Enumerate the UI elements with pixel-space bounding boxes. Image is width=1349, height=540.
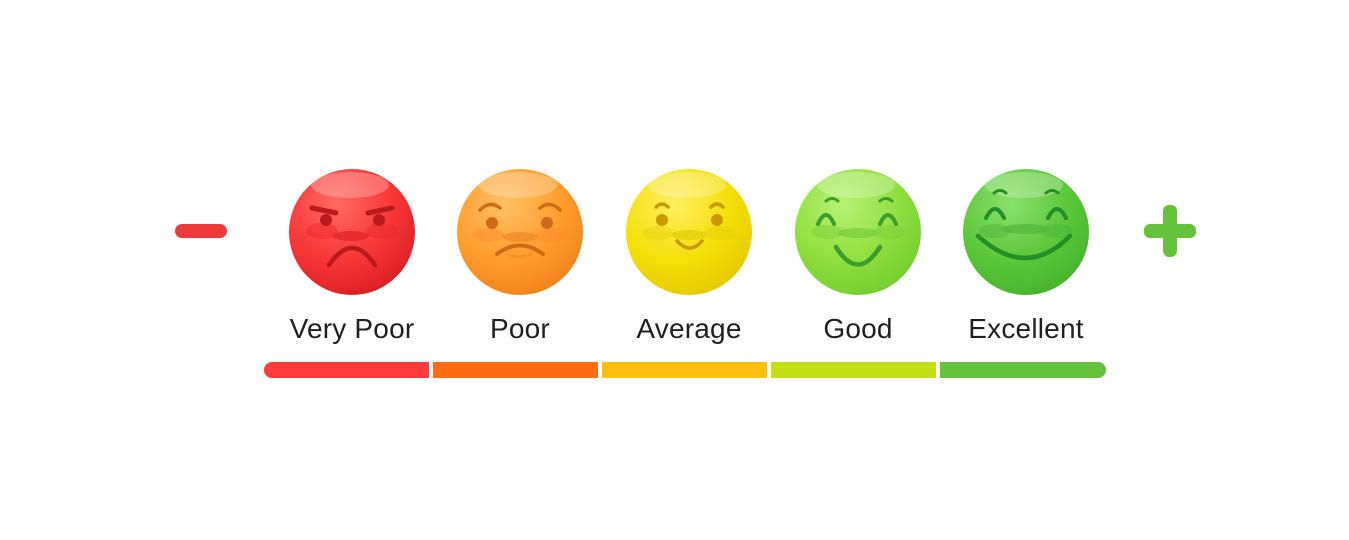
good-bar-segment (771, 362, 936, 378)
label-good: Good (823, 313, 893, 344)
very-poor-face-icon[interactable] (288, 168, 416, 296)
good-face-icon-art (795, 169, 921, 295)
poor-face-icon-art (457, 169, 583, 295)
plus-icon (1144, 205, 1196, 257)
poor-face-icon[interactable] (456, 168, 584, 296)
very-poor-bar-segment (264, 362, 429, 378)
label-very-poor: Very Poor (289, 313, 415, 344)
good-face-icon[interactable] (794, 168, 922, 296)
label-excellent: Excellent (968, 313, 1084, 344)
excellent-bar-segment (940, 362, 1106, 378)
minus-icon (175, 224, 227, 238)
label-average: Average (636, 313, 742, 344)
poor-bar-segment (433, 362, 598, 378)
excellent-face-icon[interactable] (962, 168, 1090, 296)
excellent-face-icon-art (963, 169, 1089, 295)
very-poor-face-icon-art (289, 169, 415, 295)
average-face-icon-art (626, 169, 752, 295)
label-poor: Poor (490, 313, 550, 344)
average-bar-segment (602, 362, 767, 378)
average-face-icon[interactable] (625, 168, 753, 296)
